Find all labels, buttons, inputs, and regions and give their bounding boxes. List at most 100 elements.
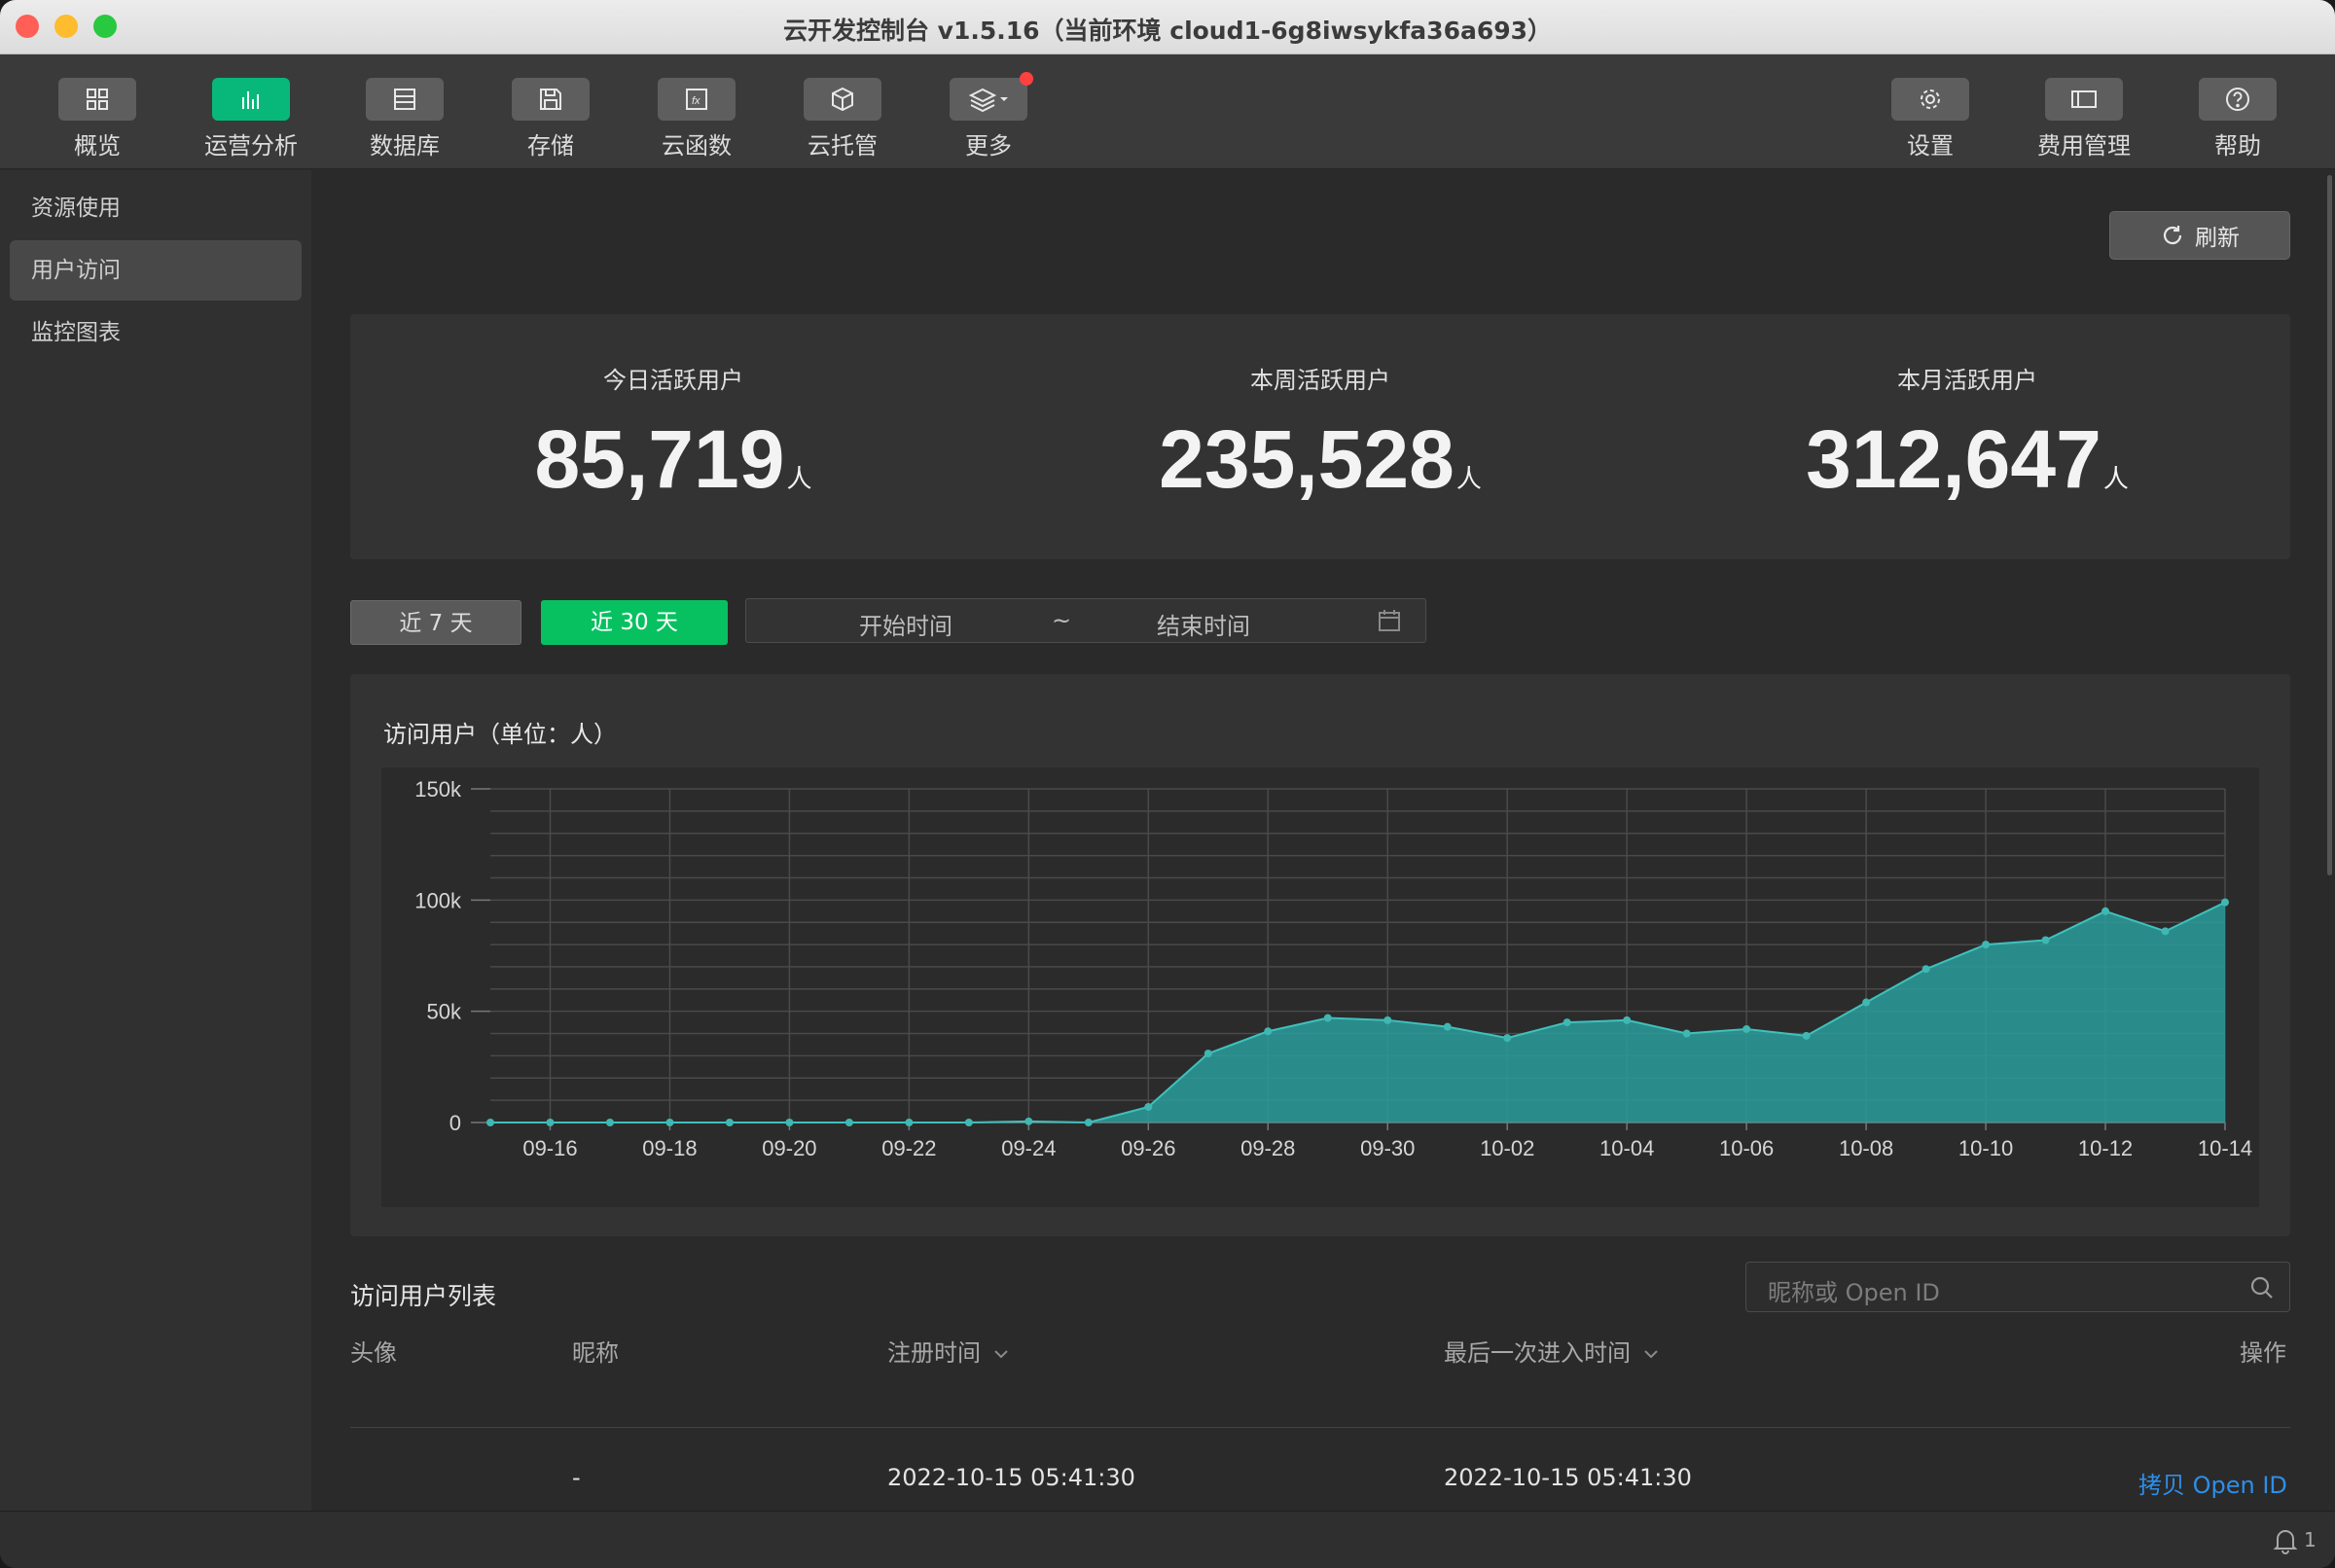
calendar-icon[interactable] <box>1377 608 1402 633</box>
data-point <box>725 1119 734 1126</box>
row-nickname: - <box>572 1464 581 1491</box>
x-tick-label: 09-22 <box>881 1136 936 1160</box>
chart-title: 访问用户（单位：人） <box>383 721 617 748</box>
column-action: 操作 <box>2240 1339 2286 1367</box>
toolbar-overview[interactable]: 概览 <box>29 78 165 160</box>
minimize-window-button[interactable] <box>54 15 78 38</box>
stat-today-value: 85,719 <box>534 413 785 505</box>
notification-count: 1 <box>2304 1528 2317 1551</box>
stat-today: 今日活跃用户 85,719人 <box>350 314 996 507</box>
visitors-chart: 09-16 09-18 09-20 09-22 09-24 09-26 09-28 09-30… <box>414 777 2252 1160</box>
x-tick-label: 10-12 <box>2078 1136 2133 1160</box>
toolbar-help-label: 帮助 <box>2214 132 2261 160</box>
sidebar: 资源使用 用户访问 监控图表 <box>0 170 311 1511</box>
user-list-title: 访问用户列表 <box>350 1282 497 1310</box>
row-register-time: 2022-10-15 05:41:30 <box>887 1464 1135 1491</box>
toolbar-analytics[interactable]: 运营分析 <box>183 78 319 160</box>
toolbar-hosting[interactable]: 云托管 <box>774 78 911 160</box>
data-point <box>1383 1016 1392 1024</box>
data-point <box>1742 1024 1751 1033</box>
copy-openid-link[interactable]: 拷贝 Open ID <box>2138 1472 2287 1499</box>
user-search-input[interactable]: 昵称或 Open ID <box>1745 1262 2290 1312</box>
stat-week-unit: 人 <box>1455 464 1482 493</box>
column-last-access[interactable]: 最后一次进入时间 <box>1444 1334 1660 1368</box>
toolbar-help[interactable]: 帮助 <box>2170 78 2306 160</box>
y-tick-label: 150k <box>414 777 462 802</box>
series-line <box>490 901 2226 1124</box>
data-point <box>844 1119 853 1126</box>
stat-today-unit: 人 <box>786 464 812 493</box>
stats-panel: 今日活跃用户 85,719人 本周活跃用户 235,528人 本月活跃用户 31… <box>350 314 2290 559</box>
chart-card: 访问用户（单位：人） 09-16 09-18 09-20 09-22 09-24 09-2… <box>350 674 2290 1236</box>
data-point <box>2221 898 2229 907</box>
stat-month-label: 本月活跃用户 <box>1897 367 2037 394</box>
toolbar-overview-label: 概览 <box>74 132 121 160</box>
data-point <box>546 1119 555 1126</box>
toolbar-billing-label: 费用管理 <box>2037 132 2131 160</box>
row-last-access: 2022-10-15 05:41:30 <box>1444 1464 1692 1491</box>
x-tick-label: 09-30 <box>1360 1136 1415 1160</box>
status-bar: 1 <box>0 1511 2335 1568</box>
toolbar-storage-label: 存储 <box>527 132 574 160</box>
data-point <box>785 1119 794 1126</box>
date-range-picker[interactable]: 开始时间 ~ 结束时间 <box>745 598 1426 643</box>
chart-area: 09-16 09-18 09-20 09-22 09-24 09-26 09-28 09-30… <box>381 767 2259 1207</box>
sidebar-item-monitor-charts[interactable]: 监控图表 <box>31 320 121 345</box>
data-point <box>2161 927 2170 936</box>
end-date-input[interactable]: 结束时间 <box>1157 613 1250 640</box>
data-point <box>1203 1050 1212 1058</box>
x-tick-label: 10-08 <box>1839 1136 1893 1160</box>
stat-month: 本月活跃用户 312,647人 <box>1644 314 2290 507</box>
x-tick-label: 10-04 <box>1599 1136 1654 1160</box>
main-toolbar: 概览 运营分析 数据库 存储 fx 云函数 云托管 更多 设置 <box>0 54 2335 169</box>
x-tick-label: 09-28 <box>1240 1136 1295 1160</box>
x-tick-label: 09-16 <box>522 1136 577 1160</box>
toolbar-billing[interactable]: 费用管理 <box>2016 78 2152 160</box>
column-nickname: 昵称 <box>572 1339 619 1367</box>
start-date-input[interactable]: 开始时间 <box>859 613 952 640</box>
search-icon[interactable] <box>2248 1274 2276 1301</box>
sidebar-item-user-access[interactable]: 用户访问 <box>10 240 302 301</box>
bell-icon[interactable] <box>2273 1527 2298 1554</box>
toolbar-storage[interactable]: 存储 <box>483 78 619 160</box>
y-tick-label: 0 <box>449 1111 461 1135</box>
stat-today-label: 今日活跃用户 <box>603 367 743 394</box>
column-register-label: 注册时间 <box>887 1339 981 1367</box>
scrollbar[interactable] <box>2327 175 2332 875</box>
data-point <box>486 1119 494 1126</box>
toolbar-settings[interactable]: 设置 <box>1862 78 1998 160</box>
stat-month-value: 312,647 <box>1806 413 2102 505</box>
data-point <box>1503 1034 1512 1043</box>
toolbar-hosting-label: 云托管 <box>808 132 878 160</box>
close-window-button[interactable] <box>16 15 39 38</box>
range-30-days-button[interactable]: 近 30 天 <box>541 600 728 645</box>
title-bar: 云开发控制台 v1.5.16（当前环境 cloud1-6g8iwsykfa36a… <box>0 0 2335 54</box>
window-title: 云开发控制台 v1.5.16（当前环境 cloud1-6g8iwsykfa36a… <box>782 17 1553 45</box>
toolbar-more[interactable]: 更多 <box>920 78 1057 160</box>
sidebar-item-resource-usage[interactable]: 资源使用 <box>31 196 121 221</box>
toolbar-functions[interactable]: fx 云函数 <box>629 78 765 160</box>
toolbar-functions-label: 云函数 <box>662 132 732 160</box>
refresh-button[interactable]: 刷新 <box>2109 211 2290 260</box>
toolbar-database[interactable]: 数据库 <box>337 78 473 160</box>
date-range-separator: ~ <box>1052 607 1072 634</box>
stat-week: 本周活跃用户 235,528人 <box>997 314 1643 507</box>
grid-icon <box>58 78 136 121</box>
data-point <box>905 1119 914 1126</box>
x-tick-label: 09-20 <box>762 1136 816 1160</box>
bar-chart-icon <box>212 78 290 121</box>
data-point <box>1563 1018 1571 1027</box>
cube-icon <box>804 78 881 121</box>
zoom-window-button[interactable] <box>93 15 117 38</box>
data-point <box>1084 1119 1093 1126</box>
toolbar-database-label: 数据库 <box>370 132 440 160</box>
data-point <box>1144 1102 1153 1111</box>
x-tick-label: 09-18 <box>642 1136 697 1160</box>
y-tick-label: 50k <box>427 1000 462 1024</box>
help-icon <box>2199 78 2277 121</box>
column-register-time[interactable]: 注册时间 <box>887 1334 1010 1368</box>
stat-week-value: 235,528 <box>1159 413 1455 505</box>
range-7-days-button[interactable]: 近 7 天 <box>350 600 521 645</box>
data-point <box>1922 965 1930 974</box>
